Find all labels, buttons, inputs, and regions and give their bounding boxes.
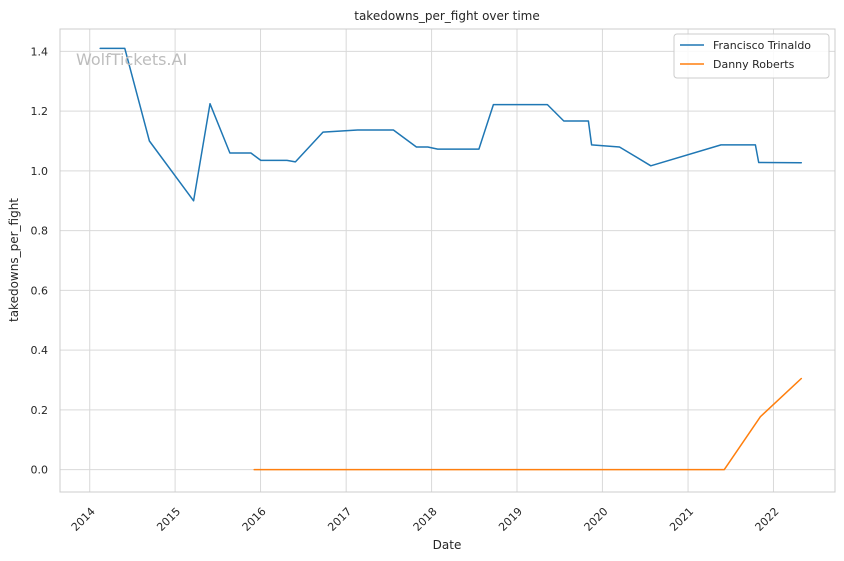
y-tick-label: 0.2 [31, 404, 49, 417]
series-layer [99, 47, 803, 471]
legend-label-series-1: Francisco Trinaldo [713, 39, 811, 52]
series-line-2 [253, 377, 803, 471]
watermark: WolfTickets.AI [76, 50, 187, 69]
y-axis: 0.0 0.2 0.4 0.6 0.8 1.0 1.2 1.4 [31, 45, 49, 476]
plot-frame [59, 28, 836, 493]
y-axis-label: takedowns_per_fight [7, 198, 21, 322]
y-tick-label: 0.0 [31, 464, 49, 477]
legend-label-series-2: Danny Roberts [713, 58, 795, 71]
chart-title: takedowns_per_fight over time [354, 9, 540, 23]
y-tick-label: 0.8 [31, 225, 49, 238]
grid [60, 29, 835, 492]
legend: Francisco Trinaldo Danny Roberts [673, 33, 830, 79]
x-axis-label: Date [433, 538, 462, 552]
y-tick-label: 1.0 [31, 165, 49, 178]
y-tick-label: 1.2 [31, 105, 49, 118]
legend-box [673, 33, 830, 79]
y-tick-label: 0.4 [31, 344, 49, 357]
series-line-1 [99, 47, 803, 202]
y-tick-label: 1.4 [31, 45, 49, 58]
y-tick-label: 0.6 [31, 284, 49, 297]
